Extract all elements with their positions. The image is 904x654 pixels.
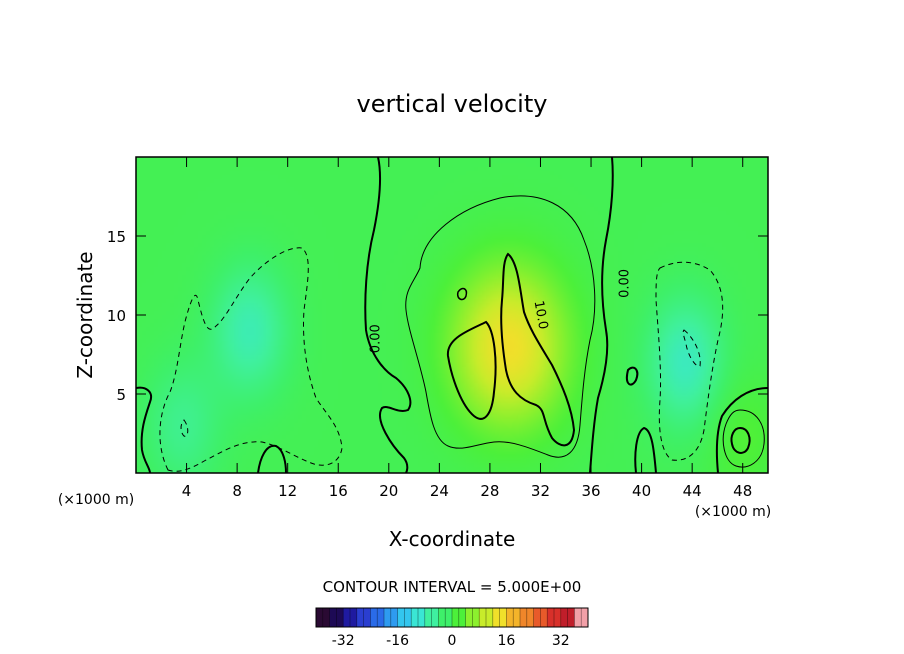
x-tick-label: 12 [278,482,297,500]
x-tick-label: 8 [232,482,242,500]
colorbar [315,607,589,628]
left-inner-downdraft-contour [180,419,189,437]
x-tick-label: 36 [581,482,600,500]
right-warm-contour [722,409,765,468]
contour-label: 10.0 [531,299,551,330]
small-closed-contour [456,287,468,301]
small-right-contour [626,366,639,386]
x-tick-label: 32 [531,482,550,500]
heatmap-field [136,157,768,473]
left-edge-contour [136,386,152,473]
contour-label: 0.00 [618,269,633,298]
right-inner-downdraft-contour [682,329,701,367]
right-edge-contour [715,387,768,473]
colorbar-tick-label: 0 [448,633,457,649]
right-downdraft-contour [655,261,724,461]
left-downdraft-contour [159,247,343,472]
zero-contour-left [364,157,412,473]
negative-contours [159,247,724,472]
bottom-right-ridge-contour [634,426,657,473]
y-axis-label: Z-coordinate [73,251,97,378]
x-tick-label: 44 [683,482,702,500]
colorbar-tick-label: 16 [497,633,515,649]
bottom-ridge-contour [257,444,287,473]
colorbar-ticks: -32 -16 0 16 32 [332,633,570,649]
colorbar-tick-label: -16 [386,633,409,649]
x-tick-label: 24 [430,482,449,500]
x-axis-ticks: 4 8 12 16 20 24 28 32 36 40 44 48 [182,157,752,500]
contour-label-group: 0.00 10.0 0.00 [369,269,633,353]
colorbar-tick-label: -32 [332,633,355,649]
x-unit-label-right: (×1000 m) [695,504,771,520]
updraft-outer-contour [405,195,596,458]
colorbar-tick-label: 32 [552,633,570,649]
x-tick-label: 16 [329,482,348,500]
updraft-secondary-contour [446,320,497,420]
y-tick-label: 15 [107,228,126,246]
contour-lines [136,157,768,473]
x-tick-label: 28 [480,482,499,500]
x-axis-label: X-coordinate [389,527,516,551]
chart-title: vertical velocity [357,90,548,118]
right-warm-core-contour [730,426,751,454]
y-axis-ticks: 5 10 15 [107,228,768,404]
x-unit-label-left: (×1000 m) [58,492,134,508]
x-tick-label: 40 [632,482,651,500]
y-tick-label: 10 [107,307,126,325]
updraft-core-contour [500,252,576,447]
y-tick-label: 5 [116,386,126,404]
x-tick-label: 48 [733,482,752,500]
x-tick-label: 20 [379,482,398,500]
x-tick-label: 4 [182,482,192,500]
zero-contour-right [589,157,614,473]
contour-interval-label: CONTOUR INTERVAL = 5.000E+00 [323,578,582,596]
colorbar-frame [315,607,589,628]
contour-label: 0.00 [369,324,384,353]
